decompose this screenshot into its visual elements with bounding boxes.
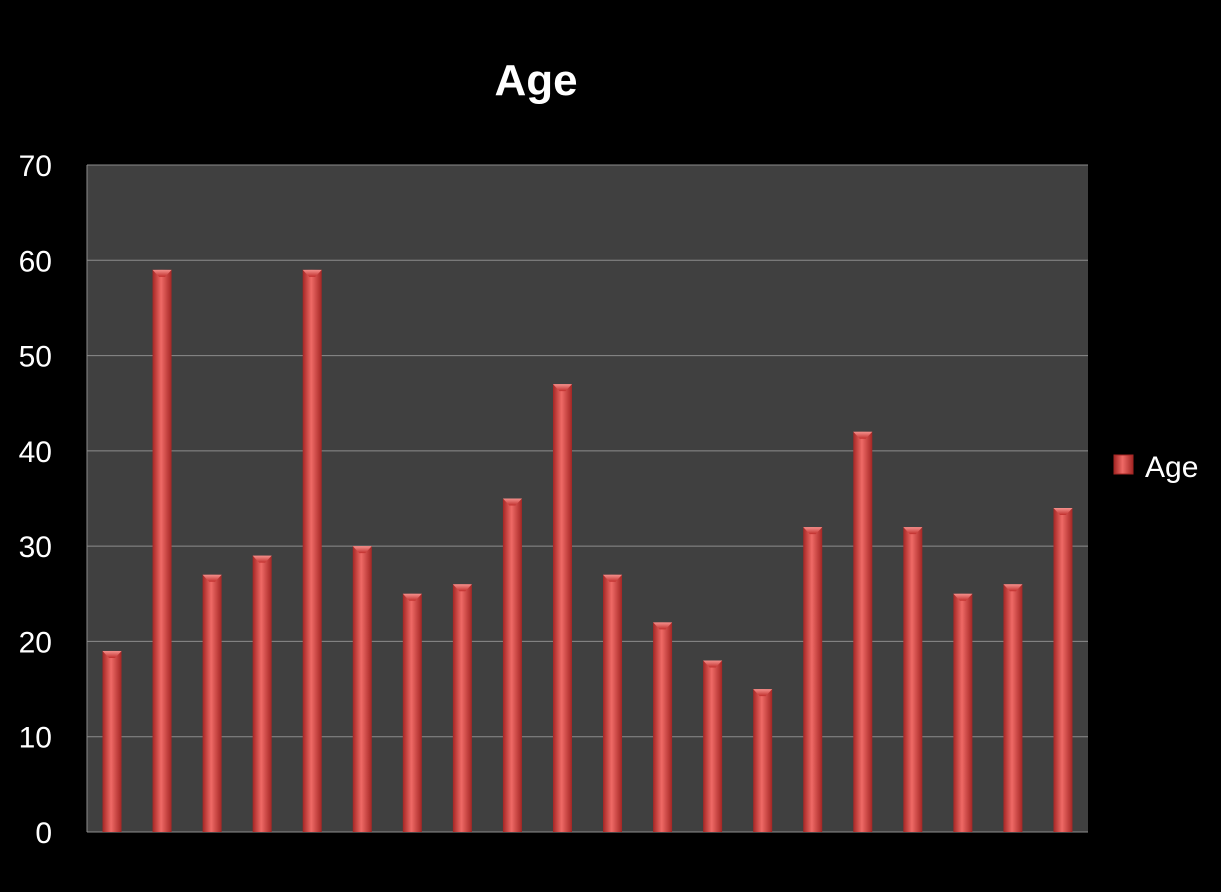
y-tick-label: 20 <box>19 626 52 659</box>
bar <box>102 650 122 832</box>
bar-cap <box>603 574 623 582</box>
bar-cap <box>502 498 522 506</box>
y-tick-label: 50 <box>19 341 52 374</box>
bar-cap <box>903 527 923 535</box>
bar-body <box>1053 508 1073 832</box>
bar-cap <box>853 431 873 439</box>
plot-area <box>87 165 1088 832</box>
y-tick-label: 10 <box>19 722 52 755</box>
bar-body <box>152 269 172 832</box>
bar <box>853 431 873 832</box>
bar-body <box>903 527 923 832</box>
bar-body <box>1003 584 1023 832</box>
y-tick-label: 30 <box>19 531 52 564</box>
bar-body <box>252 555 272 832</box>
bar <box>803 527 823 832</box>
bar-cap <box>753 689 773 697</box>
y-tick-label: 40 <box>19 436 52 469</box>
bar <box>703 660 723 832</box>
y-tick-label: 60 <box>19 245 52 278</box>
bar <box>202 574 222 832</box>
bar-body <box>803 527 823 832</box>
bar <box>753 689 773 832</box>
bar-body <box>102 650 122 832</box>
bar-body <box>352 546 372 832</box>
bar-body <box>753 689 773 832</box>
y-tick-label: 0 <box>35 817 52 850</box>
bar <box>152 269 172 832</box>
bar-cap <box>552 384 572 392</box>
bar <box>603 574 623 832</box>
bar-cap <box>803 527 823 535</box>
legend-label: Age <box>1145 451 1198 484</box>
bar <box>653 622 673 832</box>
bar <box>502 498 522 832</box>
bar <box>302 269 322 832</box>
y-tick-label: 70 <box>19 150 52 183</box>
bar-cap <box>152 269 172 277</box>
legend: Age <box>1113 451 1198 484</box>
bar-cap <box>252 555 272 563</box>
bar <box>352 546 372 832</box>
chart-title: Age <box>494 56 577 105</box>
bar-body <box>302 269 322 832</box>
bar <box>903 527 923 832</box>
bars <box>102 269 1073 832</box>
bar-cap <box>402 593 422 601</box>
bar <box>452 584 472 832</box>
bar-body <box>603 574 623 832</box>
bar <box>1053 508 1073 832</box>
bar-cap <box>653 622 673 630</box>
bar-body <box>452 584 472 832</box>
legend-swatch <box>1113 454 1134 475</box>
bar-body <box>502 498 522 832</box>
bar-body <box>402 593 422 832</box>
bar-cap <box>352 546 372 554</box>
bar-body <box>202 574 222 832</box>
bar <box>1003 584 1023 832</box>
bar-cap <box>202 574 222 582</box>
y-axis-tick-labels: 0 10 20 30 40 50 60 70 <box>19 150 52 850</box>
bar-cap <box>703 660 723 668</box>
bar <box>252 555 272 832</box>
bar-cap <box>452 584 472 592</box>
bar-body <box>552 384 572 832</box>
bar-cap <box>1003 584 1023 592</box>
bar-cap <box>302 269 322 277</box>
bar-body <box>703 660 723 832</box>
bar <box>552 384 572 832</box>
bar <box>953 593 973 832</box>
bar-body <box>953 593 973 832</box>
bar-cap <box>102 650 122 658</box>
bar-cap <box>953 593 973 601</box>
bar-body <box>653 622 673 832</box>
bar <box>402 593 422 832</box>
bar-cap <box>1053 508 1073 516</box>
bar-body <box>853 431 873 832</box>
